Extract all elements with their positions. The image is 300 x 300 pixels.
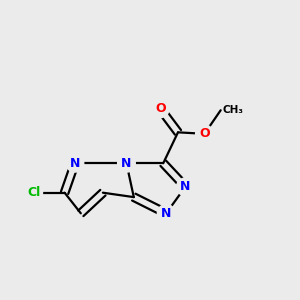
Circle shape	[25, 184, 43, 202]
Text: Cl: Cl	[27, 186, 40, 199]
Text: O: O	[199, 127, 210, 140]
Text: CH₃: CH₃	[222, 105, 243, 115]
Circle shape	[152, 100, 169, 118]
Circle shape	[196, 125, 213, 142]
Circle shape	[158, 205, 175, 222]
Text: N: N	[121, 157, 132, 170]
Circle shape	[176, 178, 194, 196]
Text: N: N	[180, 180, 190, 193]
Text: O: O	[155, 102, 166, 115]
Text: N: N	[161, 207, 171, 220]
Circle shape	[66, 154, 84, 172]
Circle shape	[118, 154, 135, 172]
Text: N: N	[70, 157, 80, 170]
